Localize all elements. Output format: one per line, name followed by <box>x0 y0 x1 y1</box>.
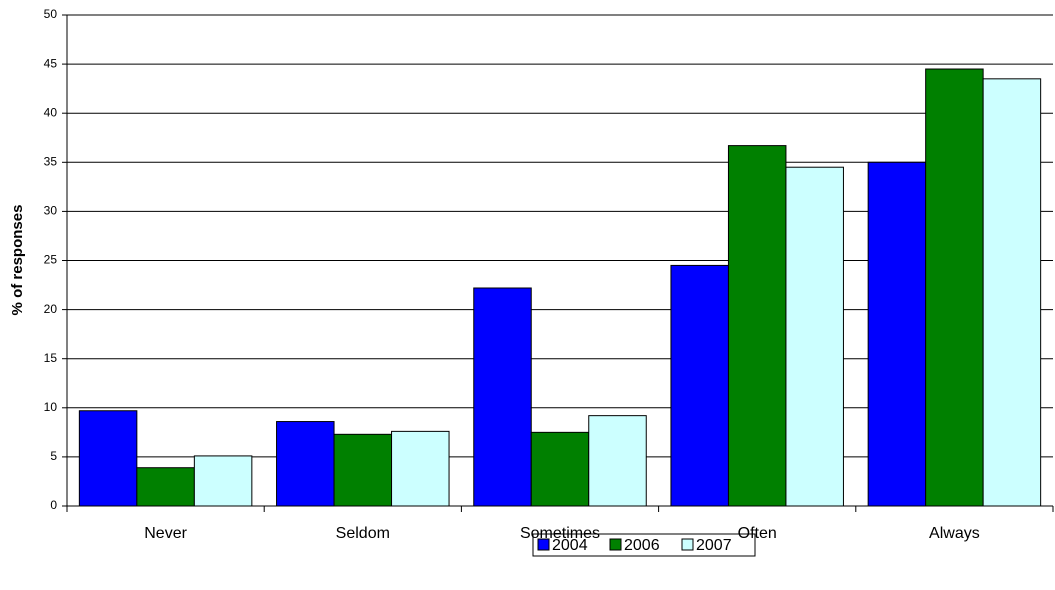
bar <box>473 287 532 507</box>
y-tick-label: 5 <box>50 449 57 463</box>
bar <box>530 431 590 507</box>
legend-swatch <box>609 538 622 551</box>
x-tick-label: Often <box>738 525 777 542</box>
bar <box>785 166 844 507</box>
legend <box>532 533 756 557</box>
bar <box>276 421 335 507</box>
x-tick-label: Never <box>144 525 187 542</box>
bar <box>78 410 138 507</box>
y-tick-label: 10 <box>44 400 58 414</box>
y-tick-label: 0 <box>50 498 57 512</box>
x-tick-label: Always <box>929 525 980 542</box>
y-axis-label: % of responses <box>9 205 26 316</box>
legend-swatch <box>681 538 694 551</box>
bar <box>333 433 393 507</box>
y-tick-label: 20 <box>44 302 58 316</box>
y-tick-label: 35 <box>44 154 58 168</box>
bar <box>136 467 195 507</box>
bar <box>391 430 450 507</box>
y-tick-label: 30 <box>44 204 58 218</box>
legend-swatch <box>537 538 550 551</box>
bar <box>727 145 787 507</box>
bar <box>670 264 729 507</box>
bar <box>193 455 253 507</box>
y-tick-label: 50 <box>44 7 58 21</box>
bar <box>982 78 1042 507</box>
y-tick-label: 25 <box>44 253 58 267</box>
y-tick-label: 45 <box>44 56 58 70</box>
legend-label: 2004 <box>552 537 588 554</box>
x-tick-label: Sometimes <box>520 525 600 542</box>
bar <box>925 68 984 507</box>
legend-label: 2007 <box>696 537 732 554</box>
x-tick-label: Seldom <box>336 525 390 542</box>
bar <box>588 415 647 507</box>
y-tick-label: 15 <box>44 351 58 365</box>
y-tick-label: 40 <box>44 105 58 119</box>
legend-label: 2006 <box>624 537 660 554</box>
bar <box>867 161 927 507</box>
